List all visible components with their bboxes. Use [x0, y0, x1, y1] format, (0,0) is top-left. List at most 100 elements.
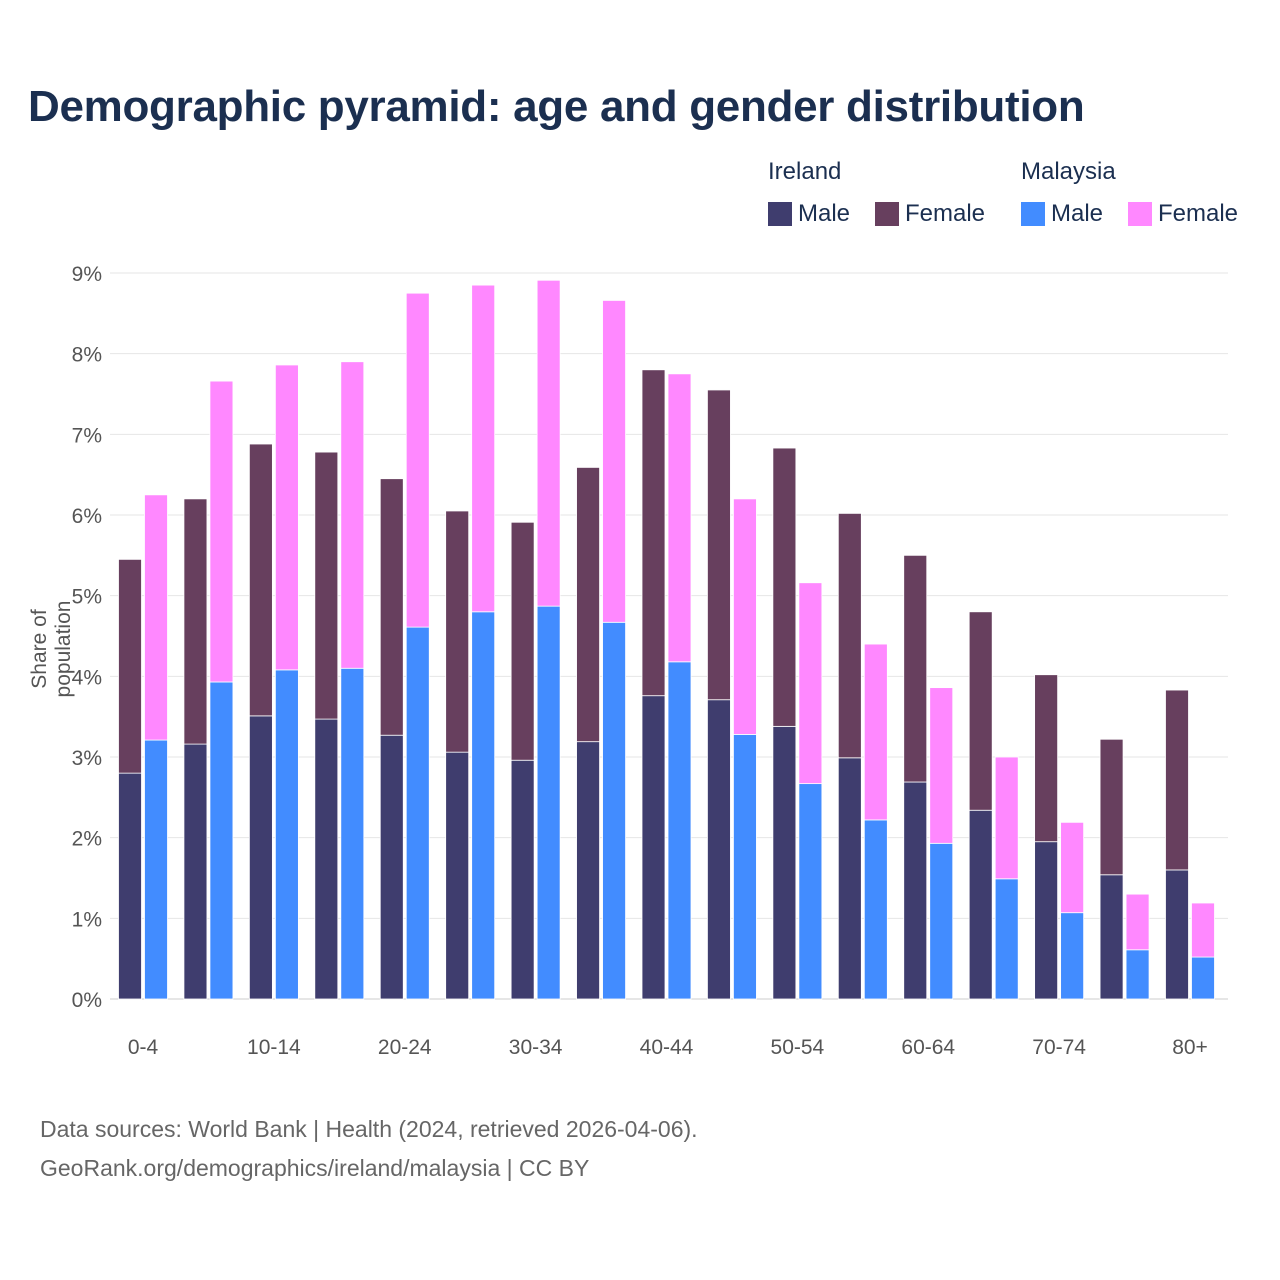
legend-ireland-male[interactable]: Male — [768, 200, 850, 228]
bar-ireland-male — [118, 772, 142, 1000]
bar-ireland-female — [837, 512, 862, 759]
bar-ireland-female — [510, 521, 535, 761]
bar-ireland-male — [641, 695, 666, 1000]
bar-ireland-male — [968, 809, 993, 1000]
y-tick-label: 9% — [72, 263, 102, 286]
bar-malaysia-male — [144, 739, 168, 1000]
y-tick-label: 8% — [72, 344, 102, 367]
bar-malaysia-female — [209, 380, 234, 683]
bar-ireland-female — [1165, 689, 1189, 871]
bar-ireland-female — [903, 554, 928, 783]
bar-malaysia-male — [863, 819, 888, 1000]
bar-ireland-male — [510, 759, 535, 1000]
bar-ireland-female — [968, 611, 993, 811]
bar-malaysia-male — [667, 661, 692, 1000]
bar-ireland-male — [772, 725, 797, 1000]
x-tick-label: 20-24 — [378, 1036, 432, 1059]
x-tick-label: 50-54 — [771, 1036, 825, 1059]
y-tick-label: 1% — [72, 908, 102, 931]
bar-ireland-male — [1165, 869, 1189, 1000]
bar-malaysia-male — [536, 605, 561, 1000]
bar-malaysia-male — [405, 626, 430, 1000]
bar-malaysia-male — [798, 783, 823, 1000]
bar-ireland-female — [379, 478, 404, 736]
legend-group-ireland: Ireland — [768, 158, 842, 185]
bar-malaysia-male — [994, 878, 1019, 1000]
bar-ireland-male — [248, 715, 273, 1000]
x-tick-label: 80+ — [1172, 1036, 1208, 1059]
legend-swatch — [1021, 202, 1045, 226]
x-tick-label: 60-64 — [901, 1036, 955, 1059]
bar-ireland-male — [903, 781, 928, 1000]
bar-malaysia-female — [144, 494, 168, 741]
bar-malaysia-male — [733, 734, 757, 1000]
y-tick-label: 2% — [72, 828, 102, 851]
bar-malaysia-male — [1125, 949, 1150, 1000]
bar-malaysia-female — [929, 687, 954, 844]
bar-malaysia-male — [274, 669, 299, 1000]
bar-ireland-female — [248, 443, 273, 717]
bar-ireland-male — [314, 718, 339, 1000]
y-tick-label: 7% — [72, 424, 102, 447]
legend-ireland-female[interactable]: Female — [875, 200, 985, 228]
bar-ireland-male — [1099, 874, 1124, 1000]
bar-malaysia-male — [1060, 912, 1085, 1000]
bar-ireland-female — [576, 467, 600, 743]
bar-malaysia-female — [733, 498, 757, 735]
bar-malaysia-female — [405, 292, 430, 628]
legend-label: Male — [1051, 200, 1104, 227]
bar-malaysia-female — [1125, 893, 1150, 951]
bar-ireland-female — [1034, 674, 1059, 843]
bar-malaysia-male — [340, 667, 365, 1000]
bar-ireland-male — [576, 741, 600, 1000]
bar-malaysia-female — [1060, 821, 1085, 914]
bar-ireland-male — [183, 743, 208, 1000]
bar-ireland-female — [445, 510, 470, 753]
bar-ireland-male — [837, 757, 862, 1000]
bar-malaysia-female — [667, 373, 692, 663]
bar-malaysia-female — [274, 364, 299, 671]
bar-ireland-female — [1099, 738, 1124, 876]
y-tick-label: 3% — [72, 747, 102, 770]
x-tick-label: 70-74 — [1032, 1036, 1086, 1059]
bar-malaysia-female — [798, 582, 823, 785]
legend-swatch — [1128, 202, 1152, 226]
bar-ireland-male — [445, 751, 470, 1000]
legend-swatch — [768, 202, 792, 226]
bar-ireland-female — [772, 447, 797, 727]
bar-ireland-female — [118, 558, 142, 774]
bar-ireland-male — [1034, 841, 1059, 1000]
bar-ireland-female — [314, 451, 339, 720]
bar-ireland-male — [379, 734, 404, 1000]
chart-title: Demographic pyramid: age and gender dist… — [28, 82, 1085, 131]
legend-label: Female — [1158, 200, 1239, 227]
bar-malaysia-male — [929, 842, 954, 1000]
bar-malaysia-female — [1191, 902, 1215, 958]
bar-malaysia-female — [602, 300, 626, 623]
bar-malaysia-male — [1191, 956, 1215, 1000]
y-tick-label: 5% — [72, 586, 102, 609]
y-tick-label: 6% — [72, 505, 102, 528]
x-tick-label: 10-14 — [247, 1036, 301, 1059]
legend-malaysia-male[interactable]: Male — [1021, 200, 1103, 228]
legend-label: Male — [798, 200, 851, 227]
legend-label: Female — [905, 200, 986, 227]
y-tick-label: 0% — [72, 989, 102, 1012]
x-tick-label: 40-44 — [640, 1036, 694, 1059]
bar-malaysia-female — [536, 279, 561, 607]
bar-ireland-female — [707, 389, 731, 701]
bar-malaysia-male — [471, 611, 496, 1000]
legend-swatch — [875, 202, 899, 226]
y-tick-label: 4% — [72, 666, 102, 689]
x-tick-label: 0-4 — [128, 1036, 159, 1059]
x-tick-label: 30-34 — [509, 1036, 563, 1059]
bar-malaysia-female — [471, 284, 496, 613]
bar-malaysia-male — [209, 681, 234, 1000]
legend-malaysia-female[interactable]: Female — [1128, 200, 1238, 228]
legend-group-malaysia: Malaysia — [1021, 158, 1116, 185]
bar-malaysia-female — [863, 643, 888, 821]
bar-ireland-female — [641, 369, 666, 697]
bar-malaysia-female — [994, 756, 1019, 880]
footer-link[interactable]: GeoRank.org/demographics/ireland/malaysi… — [40, 1155, 590, 1181]
